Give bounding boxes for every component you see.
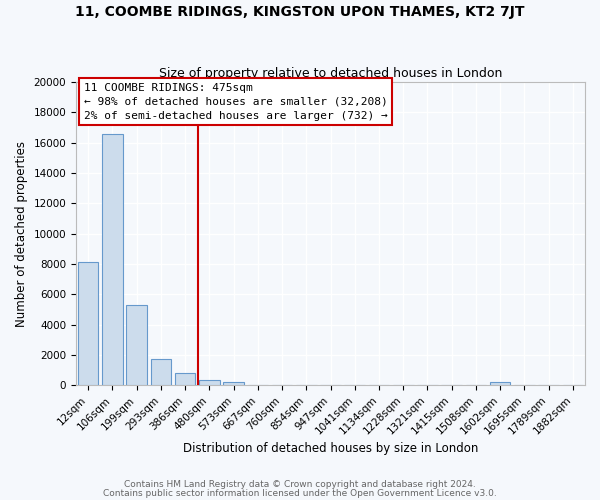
Bar [223,382,244,385]
Bar [199,380,220,385]
X-axis label: Distribution of detached houses by size in London: Distribution of detached houses by size … [183,442,478,455]
Text: 11 COOMBE RIDINGS: 475sqm
← 98% of detached houses are smaller (32,208)
2% of se: 11 COOMBE RIDINGS: 475sqm ← 98% of detac… [83,82,388,120]
Bar [102,134,122,385]
Text: 11, COOMBE RIDINGS, KINGSTON UPON THAMES, KT2 7JT: 11, COOMBE RIDINGS, KINGSTON UPON THAMES… [75,5,525,19]
Title: Size of property relative to detached houses in London: Size of property relative to detached ho… [159,66,502,80]
Bar [78,262,98,385]
Text: Contains public sector information licensed under the Open Government Licence v3: Contains public sector information licen… [103,488,497,498]
Y-axis label: Number of detached properties: Number of detached properties [15,140,28,326]
Bar [151,358,171,385]
Bar [127,305,147,385]
Bar [175,373,196,385]
Text: Contains HM Land Registry data © Crown copyright and database right 2024.: Contains HM Land Registry data © Crown c… [124,480,476,489]
Bar [490,382,511,385]
